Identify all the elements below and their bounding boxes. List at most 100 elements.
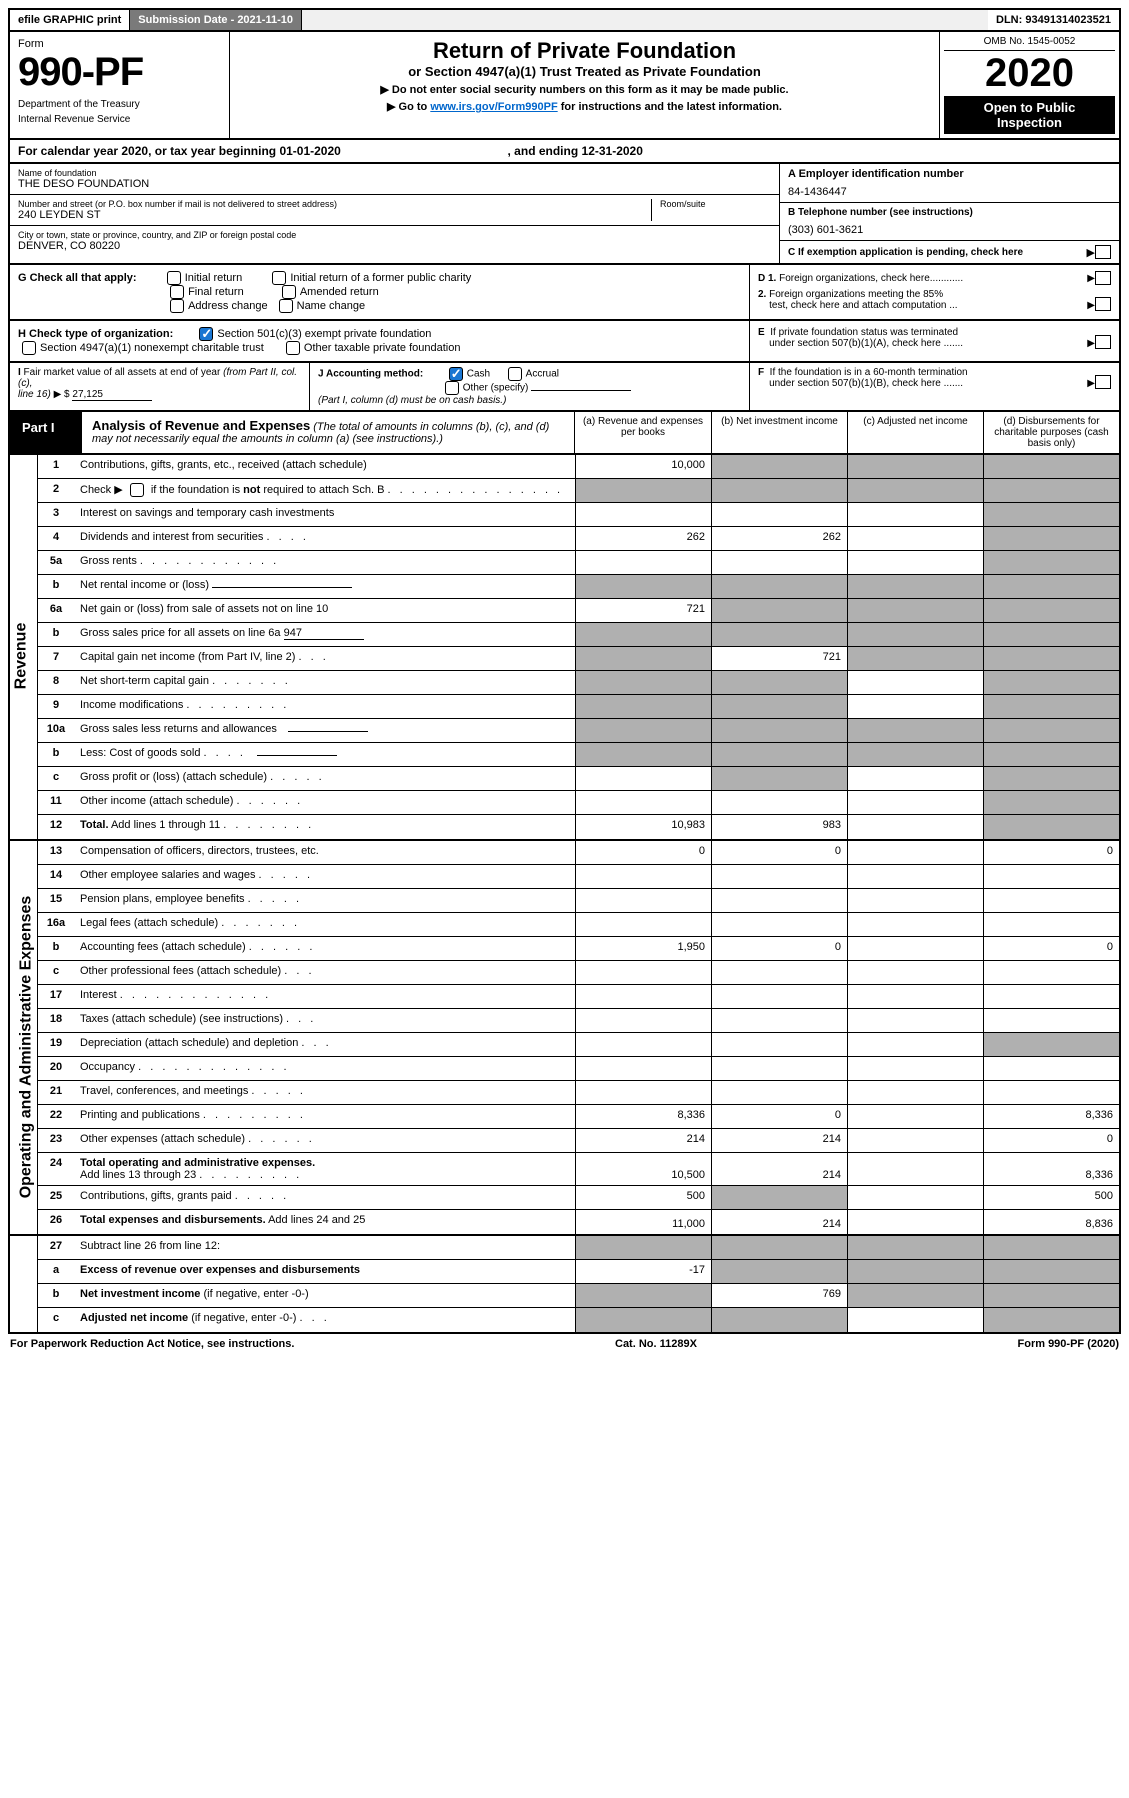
- section-i-j-f: I Fair market value of all assets at end…: [8, 363, 1121, 412]
- row-3: 3 Interest on savings and temporary cash…: [38, 503, 1119, 527]
- expenses-table: Operating and Administrative Expenses 13…: [8, 841, 1121, 1236]
- row-8: 8 Net short-term capital gain . . . . . …: [38, 671, 1119, 695]
- revenue-table: Revenue 1 Contributions, gifts, grants, …: [8, 455, 1121, 841]
- address-cell: Number and street (or P.O. box number if…: [10, 195, 779, 226]
- f-checkbox[interactable]: [1095, 375, 1111, 389]
- g-name-change-checkbox[interactable]: [279, 299, 293, 313]
- efile-label[interactable]: efile GRAPHIC print: [10, 10, 130, 30]
- ein-label: A Employer identification number: [788, 168, 1111, 180]
- j-accrual: Accrual: [526, 369, 559, 380]
- row-10b: b Less: Cost of goods sold . . . .: [38, 743, 1119, 767]
- form-subtitle: or Section 4947(a)(1) Trust Treated as P…: [246, 64, 923, 79]
- ein-cell: A Employer identification number 84-1436…: [780, 164, 1119, 203]
- footer-right: Form 990-PF (2020): [1018, 1338, 1120, 1350]
- section-g: G Check all that apply: Initial return I…: [10, 265, 749, 319]
- section-h: H Check type of organization: Section 50…: [10, 321, 749, 361]
- row-19: 19 Depreciation (attach schedule) and de…: [38, 1033, 1119, 1057]
- row-23: 23 Other expenses (attach schedule) . . …: [38, 1129, 1119, 1153]
- city-value: DENVER, CO 80220: [18, 240, 771, 252]
- section-f: F If the foundation is in a 60-month ter…: [749, 363, 1119, 410]
- g-opt1: Initial return: [185, 272, 242, 284]
- g-opt4: Amended return: [300, 286, 379, 298]
- row-16b: b Accounting fees (attach schedule) . . …: [38, 937, 1119, 961]
- h-opt3: Other taxable private foundation: [304, 342, 461, 354]
- name-label: Name of foundation: [18, 168, 771, 178]
- h-501c3-checkbox[interactable]: [199, 327, 213, 341]
- exemption-checkbox[interactable]: [1095, 245, 1111, 259]
- year-block: OMB No. 1545-0052 2020 Open to PublicIns…: [939, 32, 1119, 138]
- g-label: G Check all that apply:: [18, 272, 137, 284]
- row-16c: c Other professional fees (attach schedu…: [38, 961, 1119, 985]
- form-number-block: Form 990-PF Department of the Treasury I…: [10, 32, 230, 138]
- part1-title-block: Analysis of Revenue and Expenses (The to…: [82, 412, 574, 453]
- phone-label: B Telephone number (see instructions): [788, 207, 1111, 218]
- row-26: 26 Total expenses and disbursements. Add…: [38, 1210, 1119, 1234]
- foundation-name-cell: Name of foundation THE DESO FOUNDATION: [10, 164, 779, 195]
- g-opt3: Final return: [188, 286, 244, 298]
- form-header: Form 990-PF Department of the Treasury I…: [8, 32, 1121, 140]
- calendar-year-row: For calendar year 2020, or tax year begi…: [8, 140, 1121, 164]
- g-opt6: Name change: [297, 300, 366, 312]
- row-25: 25 Contributions, gifts, grants paid . .…: [38, 1186, 1119, 1210]
- column-headers: (a) Revenue and expenses per books (b) N…: [574, 412, 1119, 453]
- section-d: D 1. D 1. Foreign organizations, check h…: [749, 265, 1119, 319]
- row-11: 11 Other income (attach schedule) . . . …: [38, 791, 1119, 815]
- h-other-taxable-checkbox[interactable]: [286, 341, 300, 355]
- row-13: 13 Compensation of officers, directors, …: [38, 841, 1119, 865]
- tax-year: 2020: [944, 51, 1115, 96]
- row-1: 1 Contributions, gifts, grants, etc., re…: [38, 455, 1119, 479]
- i-value: 27,125: [72, 389, 152, 401]
- arrow-icon: ▶: [1087, 300, 1095, 311]
- part1-header: Part I Analysis of Revenue and Expenses …: [8, 412, 1121, 455]
- summary-table: 27 Subtract line 26 from line 12: a Exce…: [8, 1236, 1121, 1334]
- row-17: 17 Interest . . . . . . . . . . . . .: [38, 985, 1119, 1009]
- addr-value: 240 LEYDEN ST: [18, 209, 651, 221]
- section-e: E If private foundation status was termi…: [749, 321, 1119, 361]
- col-c-header: (c) Adjusted net income: [847, 412, 983, 453]
- section-i: I Fair market value of all assets at end…: [10, 363, 310, 410]
- e-checkbox[interactable]: [1095, 335, 1111, 349]
- form-label: Form: [18, 38, 221, 50]
- row-27c: c Adjusted net income (if negative, ente…: [38, 1308, 1119, 1332]
- r1-col-b: [711, 455, 847, 478]
- j-accrual-checkbox[interactable]: [508, 367, 522, 381]
- calendar-end: , and ending 12-31-2020: [508, 144, 643, 158]
- j-other-checkbox[interactable]: [445, 381, 459, 395]
- row-9: 9 Income modifications . . . . . . . . .: [38, 695, 1119, 719]
- row-24: 24 Total operating and administrative ex…: [38, 1153, 1119, 1186]
- calendar-begin: For calendar year 2020, or tax year begi…: [18, 144, 341, 158]
- d2-checkbox[interactable]: [1095, 297, 1111, 311]
- j-cash-checkbox[interactable]: [449, 367, 463, 381]
- irs-link[interactable]: www.irs.gov/Form990PF: [430, 101, 557, 113]
- row-27b: b Net investment income (if negative, en…: [38, 1284, 1119, 1308]
- part1-label: Part I: [10, 412, 82, 453]
- j-other: Other (specify): [463, 383, 529, 394]
- dept-treasury: Department of the Treasury: [18, 99, 221, 110]
- row-5a: 5a Gross rents . . . . . . . . . . . .: [38, 551, 1119, 575]
- col-a-header: (a) Revenue and expenses per books: [575, 412, 711, 453]
- instruct-1: ▶ Do not enter social security numbers o…: [246, 83, 923, 96]
- revenue-side-label: Revenue: [10, 455, 38, 839]
- g-opt5: Address change: [188, 300, 268, 312]
- arrow-icon: ▶: [1087, 338, 1095, 349]
- inspection-label: Open to PublicInspection: [944, 96, 1115, 134]
- row-6a: 6a Net gain or (loss) from sale of asset…: [38, 599, 1119, 623]
- phone-cell: B Telephone number (see instructions) (3…: [780, 203, 1119, 241]
- r1-col-d: [983, 455, 1119, 478]
- part1-title: Analysis of Revenue and Expenses: [92, 418, 310, 433]
- g-final-return-checkbox[interactable]: [170, 285, 184, 299]
- row-14: 14 Other employee salaries and wages . .…: [38, 865, 1119, 889]
- g-amended-checkbox[interactable]: [282, 285, 296, 299]
- arrow-icon: ▶: [1087, 246, 1095, 259]
- g-initial-return-checkbox[interactable]: [167, 271, 181, 285]
- g-address-change-checkbox[interactable]: [170, 299, 184, 313]
- row-2: 2 Check ▶ if the foundation is not requi…: [38, 479, 1119, 503]
- d1-checkbox[interactable]: [1095, 271, 1111, 285]
- exemption-label: C If exemption application is pending, c…: [788, 247, 1087, 258]
- row-6b: b Gross sales price for all assets on li…: [38, 623, 1119, 647]
- g-initial-former-checkbox[interactable]: [272, 271, 286, 285]
- instruct-2-pre: ▶ Go to: [387, 101, 430, 113]
- h-4947-checkbox[interactable]: [22, 341, 36, 355]
- r2-checkbox[interactable]: [130, 483, 144, 497]
- summary-side: [10, 1236, 38, 1332]
